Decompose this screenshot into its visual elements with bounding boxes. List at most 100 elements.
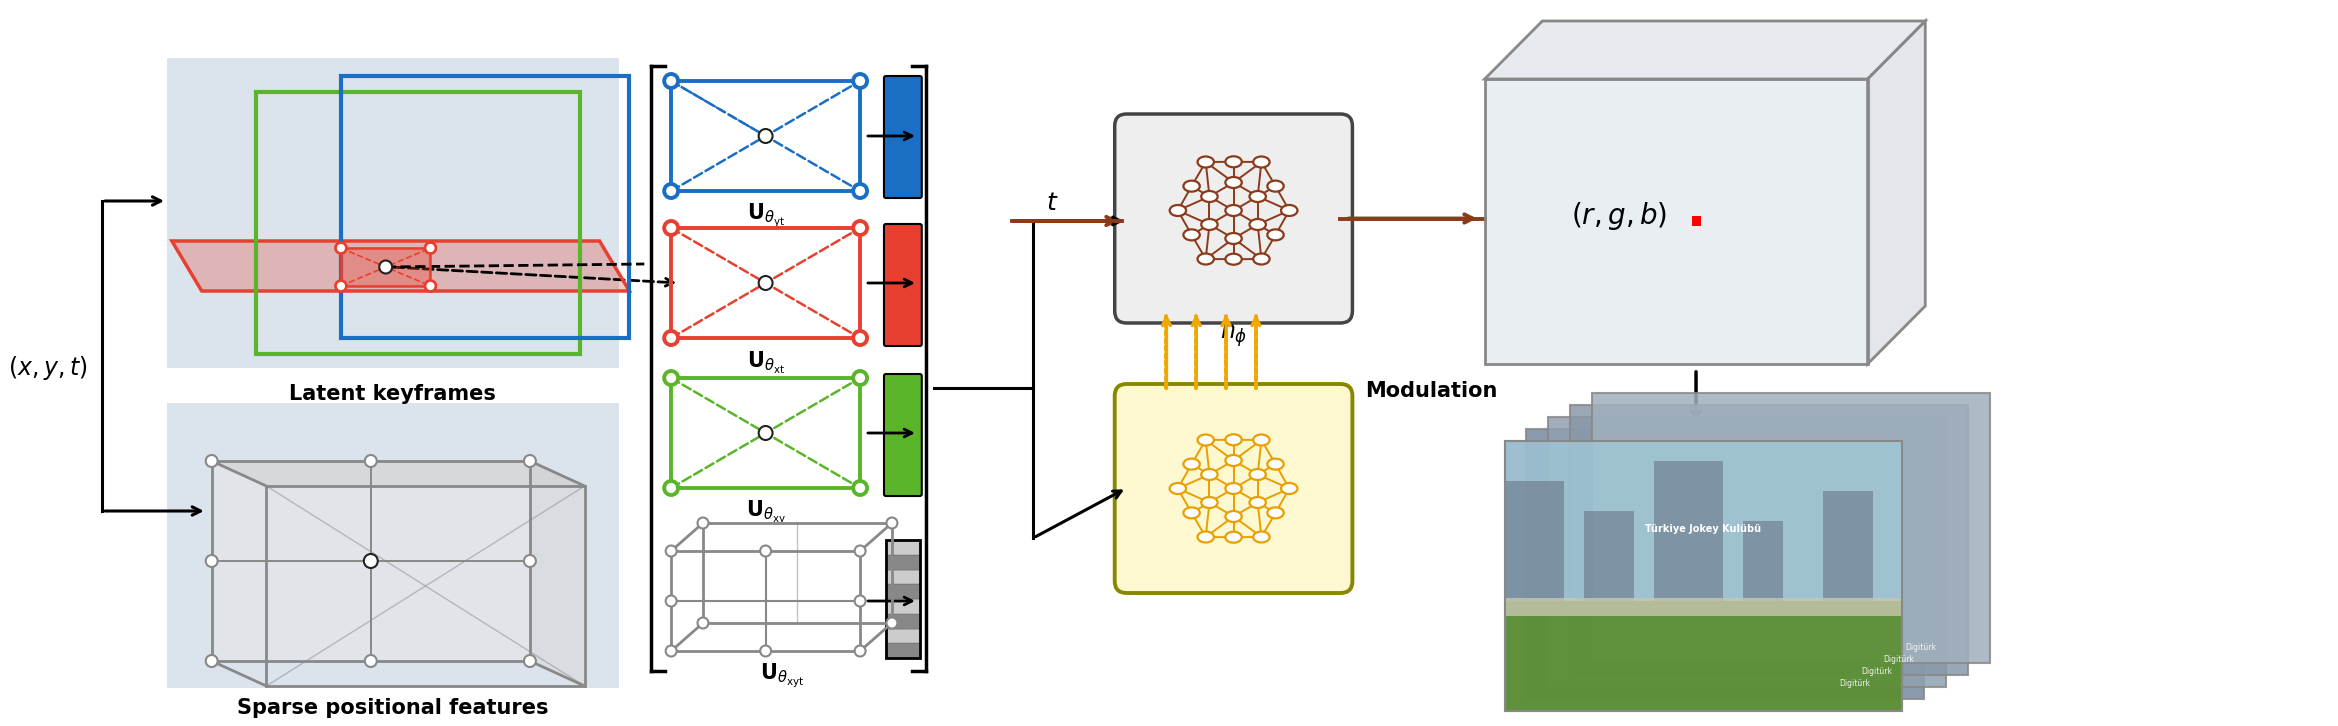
Text: Türkiye Jokey Kulübü: Türkiye Jokey Kulübü — [1646, 524, 1761, 534]
Circle shape — [664, 331, 678, 345]
Circle shape — [664, 371, 678, 385]
Bar — [257, 92, 580, 354]
Ellipse shape — [1225, 483, 1241, 494]
Ellipse shape — [1169, 205, 1185, 216]
Circle shape — [334, 242, 346, 253]
Ellipse shape — [1183, 229, 1199, 240]
FancyBboxPatch shape — [1115, 114, 1351, 323]
Text: Sparse positional features: Sparse positional features — [236, 698, 549, 718]
Circle shape — [760, 545, 772, 557]
Bar — [886, 555, 919, 569]
Circle shape — [758, 276, 772, 290]
Circle shape — [760, 645, 772, 656]
Circle shape — [524, 555, 535, 567]
Ellipse shape — [1183, 459, 1199, 470]
Ellipse shape — [1225, 205, 1241, 216]
Circle shape — [666, 645, 676, 656]
Bar — [886, 540, 919, 658]
Text: $(r,g,b)$: $(r,g,b)$ — [1571, 200, 1667, 232]
Circle shape — [664, 184, 678, 198]
Text: $\mathbf{U}_{\theta_{\mathrm{xy}}}$: $\mathbf{U}_{\theta_{\mathrm{xy}}}$ — [746, 499, 786, 527]
Text: Latent keyframes: Latent keyframes — [290, 384, 496, 404]
FancyBboxPatch shape — [166, 58, 620, 368]
Text: $t$: $t$ — [1045, 192, 1059, 214]
Bar — [1548, 417, 1945, 687]
Text: $h_{\phi}$: $h_{\phi}$ — [1220, 317, 1246, 349]
Ellipse shape — [1202, 219, 1218, 230]
Ellipse shape — [1281, 205, 1298, 216]
Circle shape — [206, 555, 217, 567]
Circle shape — [853, 221, 867, 235]
Bar — [1592, 393, 1990, 663]
Bar — [886, 643, 919, 658]
Bar — [341, 76, 629, 338]
Ellipse shape — [1225, 156, 1241, 167]
Circle shape — [365, 555, 376, 567]
Bar — [1506, 441, 1903, 601]
Circle shape — [853, 331, 867, 345]
Text: Digitürk: Digitürk — [1882, 656, 1915, 664]
Circle shape — [664, 74, 678, 88]
Bar — [1824, 491, 1873, 601]
Bar — [886, 540, 919, 555]
Circle shape — [856, 645, 865, 656]
FancyBboxPatch shape — [166, 403, 620, 688]
Ellipse shape — [1248, 219, 1265, 230]
Circle shape — [206, 455, 217, 467]
Circle shape — [524, 455, 535, 467]
Ellipse shape — [1197, 253, 1213, 264]
Ellipse shape — [1253, 531, 1270, 542]
Text: Digitürk: Digitürk — [1861, 667, 1891, 677]
Polygon shape — [213, 461, 531, 661]
Ellipse shape — [1248, 497, 1265, 508]
Ellipse shape — [1183, 181, 1199, 192]
Bar — [671, 228, 860, 338]
Ellipse shape — [1253, 434, 1270, 446]
Bar — [1506, 481, 1564, 601]
Ellipse shape — [1248, 469, 1265, 480]
Ellipse shape — [1225, 455, 1241, 466]
Circle shape — [334, 280, 346, 292]
Ellipse shape — [1253, 157, 1270, 168]
Text: $\mathbf{U}_{\theta_{\mathrm{yt}}}$: $\mathbf{U}_{\theta_{\mathrm{yt}}}$ — [746, 202, 786, 230]
Text: Digitürk: Digitürk — [1840, 680, 1870, 688]
Ellipse shape — [1225, 253, 1241, 265]
Bar — [886, 599, 919, 613]
Polygon shape — [1485, 21, 1924, 79]
Ellipse shape — [1197, 157, 1213, 168]
Ellipse shape — [1281, 483, 1298, 494]
Bar — [1571, 405, 1969, 675]
Circle shape — [758, 129, 772, 143]
Circle shape — [524, 655, 535, 667]
Bar — [886, 613, 919, 629]
Bar — [1585, 511, 1634, 601]
Circle shape — [886, 618, 898, 629]
FancyBboxPatch shape — [884, 76, 921, 198]
Ellipse shape — [1253, 253, 1270, 264]
Circle shape — [664, 221, 678, 235]
Circle shape — [365, 655, 376, 667]
Ellipse shape — [1197, 434, 1213, 446]
Ellipse shape — [1183, 507, 1199, 518]
FancyBboxPatch shape — [1115, 384, 1351, 593]
Ellipse shape — [1225, 177, 1241, 188]
Ellipse shape — [1202, 497, 1218, 508]
Bar — [1506, 598, 1903, 616]
Polygon shape — [213, 461, 584, 486]
Bar — [886, 629, 919, 643]
Circle shape — [856, 545, 865, 557]
Text: $(x,y,t)$: $(x,y,t)$ — [7, 354, 87, 382]
Ellipse shape — [1267, 229, 1284, 240]
Ellipse shape — [1197, 531, 1213, 542]
Ellipse shape — [1202, 469, 1218, 480]
Circle shape — [664, 481, 678, 495]
Text: Digitürk: Digitürk — [1905, 643, 1936, 653]
Ellipse shape — [1225, 531, 1241, 543]
Circle shape — [853, 371, 867, 385]
Ellipse shape — [1267, 181, 1284, 192]
Bar — [213, 461, 531, 661]
Bar — [671, 378, 860, 488]
Text: $\mathbf{U}_{\theta_{\mathrm{xyt}}}$: $\mathbf{U}_{\theta_{\mathrm{xyt}}}$ — [760, 662, 804, 690]
Ellipse shape — [1248, 191, 1265, 202]
Bar — [1693, 216, 1702, 226]
